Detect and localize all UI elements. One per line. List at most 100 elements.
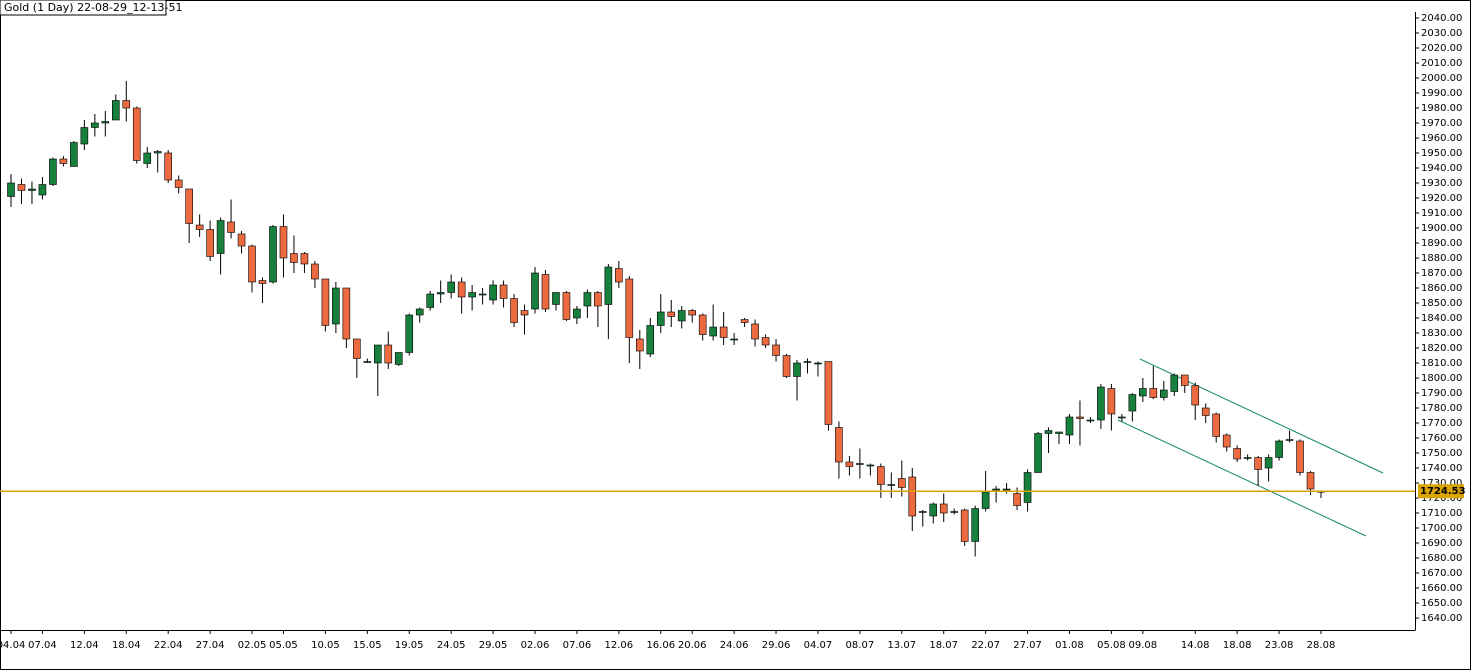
candle-body (195, 224, 204, 230)
candle-body (824, 361, 833, 425)
y-tick-label: 1910.00 (1421, 208, 1462, 219)
candle-body (594, 292, 602, 307)
last-price-box (1418, 484, 1464, 499)
channel-upper (1139, 358, 1384, 474)
y-tick-label: 1770.00 (1421, 418, 1462, 429)
candle-body (709, 326, 717, 337)
candle-body (1128, 394, 1137, 412)
candle-body (887, 484, 896, 486)
candle-body (981, 491, 990, 509)
y-tick-label: 1650.00 (1421, 598, 1462, 609)
candle-body (143, 152, 152, 164)
x-tick-label: 18.08 (1223, 640, 1252, 651)
y-tick-label: 2030.00 (1421, 28, 1462, 39)
channel-lower (1117, 419, 1367, 537)
y-tick-label: 1950.00 (1421, 148, 1462, 159)
candle-body (164, 152, 172, 181)
candle-body (321, 278, 330, 326)
x-tick-label: 14.08 (1181, 640, 1210, 651)
y-tick-label: 1850.00 (1421, 298, 1462, 309)
x-tick-label: 02.05 (238, 640, 267, 651)
y-tick-label: 1890.00 (1421, 238, 1462, 249)
candle-body (332, 287, 340, 325)
candle-body (719, 326, 728, 338)
candle-body (751, 323, 759, 340)
candle-body (269, 226, 277, 283)
candle-body (101, 121, 110, 124)
x-tick-label: 04.07 (804, 640, 833, 651)
candle-body (604, 266, 613, 305)
x-tick-label: 12.04 (70, 640, 99, 651)
candle-body (625, 278, 634, 338)
candle-body (405, 314, 414, 353)
x-tick-label: 08.07 (846, 640, 875, 651)
x-tick-label: 01.08 (1055, 640, 1084, 651)
candle-body (258, 280, 267, 284)
candle-body (1013, 493, 1021, 506)
y-tick-label: 1820.00 (1421, 343, 1462, 354)
candle-body (1233, 448, 1241, 460)
candle-body (740, 319, 749, 323)
y-tick-label: 1940.00 (1421, 163, 1462, 174)
x-tick-label: 18.07 (929, 640, 958, 651)
y-tick-label: 1640.00 (1421, 613, 1462, 624)
candle-body (28, 188, 36, 191)
x-tick-label: 18.04 (112, 640, 141, 651)
candle-body (583, 292, 592, 307)
candle-body (1222, 434, 1231, 448)
candle-body (971, 508, 979, 542)
candle-body (573, 308, 581, 319)
candle-body (478, 293, 487, 296)
candle-body (950, 511, 959, 513)
candle-body (1201, 407, 1210, 416)
candle-body (279, 226, 288, 259)
y-tick-label: 1730.00 (1421, 478, 1462, 489)
x-tick-label: 04.04 (0, 640, 25, 651)
candle-body (1180, 374, 1189, 386)
y-tick-label: 1980.00 (1421, 103, 1462, 114)
x-tick-label: 05.05 (269, 640, 298, 651)
candle-body (290, 253, 298, 263)
x-tick-label: 09.08 (1129, 640, 1158, 651)
last-price-label: 1724.53 (1420, 486, 1466, 497)
candle-body (698, 314, 707, 335)
candle-body (174, 179, 183, 188)
candle-body (1296, 440, 1304, 473)
candle-body (153, 151, 162, 154)
candle-body (237, 233, 246, 247)
candle-body (897, 478, 906, 488)
y-tick-label: 1870.00 (1421, 268, 1462, 279)
candle-body (80, 127, 89, 145)
y-tick-label: 1700.00 (1421, 523, 1462, 534)
candle-body (300, 253, 309, 265)
candle-body (929, 503, 938, 517)
candle-body (1076, 416, 1084, 419)
candle-body (677, 310, 686, 322)
x-tick-label: 22.04 (154, 640, 183, 651)
candle-body (415, 308, 424, 316)
candle-body (70, 142, 78, 167)
candle-body (877, 466, 885, 485)
y-tick-label: 1710.00 (1421, 508, 1462, 519)
candle-body (646, 325, 655, 355)
candle-body (667, 311, 676, 317)
candle-body (1097, 386, 1105, 421)
candle-body (489, 284, 497, 301)
candle-body (499, 284, 508, 299)
candle-body (730, 338, 738, 341)
y-tick-label: 1750.00 (1421, 448, 1462, 459)
candle-body (866, 464, 875, 467)
candle-body (814, 362, 822, 365)
candle-body (1065, 416, 1074, 436)
candle-body (248, 245, 256, 283)
candle-body (1107, 388, 1116, 415)
chart-title: Gold (1 Day) 22-08-29_12-13-51 (4, 1, 182, 14)
x-tick-label: 27.04 (196, 640, 225, 651)
candle-body (353, 338, 361, 359)
y-tick-label: 1720.00 (1421, 493, 1462, 504)
candle-body (122, 100, 131, 109)
y-tick-label: 1920.00 (1421, 193, 1462, 204)
x-tick-label: 07.06 (563, 640, 592, 651)
candle-body (363, 361, 372, 363)
